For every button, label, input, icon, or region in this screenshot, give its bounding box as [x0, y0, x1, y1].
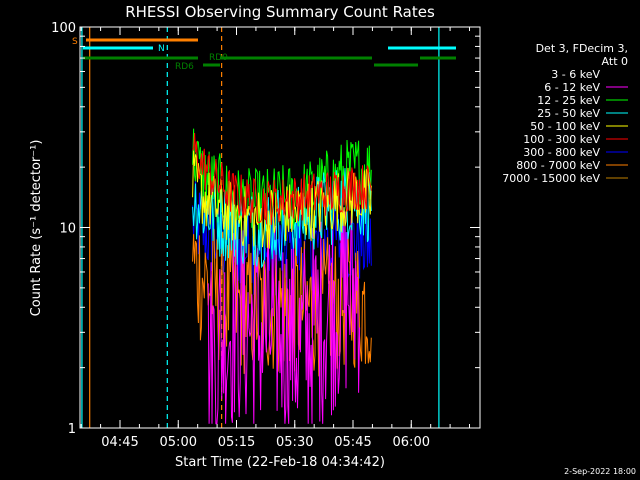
axes: 04:45 05:00 05:15 05:30 05:45 06:00 1 10 100 — [51, 21, 481, 450]
x-tick-label: 05:00 — [160, 435, 197, 450]
legend-entry-label: 100 - 300 keV — [523, 133, 600, 146]
y-tick-label: 1 — [68, 422, 76, 437]
y-axis-label: Count Rate (s⁻¹ detector⁻¹) — [29, 140, 44, 317]
series-layer — [192, 128, 372, 425]
legend-entry-label: 12 - 25 keV — [537, 94, 600, 107]
legend-entry-label: 3 - 6 keV — [551, 68, 600, 81]
legend-entry-label: 25 - 50 keV — [537, 107, 600, 120]
x-tick-label: 05:30 — [276, 435, 313, 450]
legend-entry-label: 800 - 7000 keV — [516, 159, 600, 172]
state-label-n: N — [158, 44, 165, 54]
series-line-1 — [207, 191, 361, 425]
legend-entry-label: 50 - 100 keV — [530, 120, 600, 133]
legend-header-line1: Det 3, FDecim 3, — [536, 42, 628, 55]
x-tick-label: 05:15 — [218, 435, 255, 450]
legend-header-line2: Att 0 — [602, 55, 628, 68]
series-line-5 — [192, 132, 372, 226]
x-tick-label: 04:45 — [101, 435, 138, 450]
state-label-s: S — [72, 37, 78, 47]
x-tick-label: 05:45 — [334, 435, 371, 450]
x-tick-label: 06:00 — [393, 435, 430, 450]
chart-title: RHESSI Observing Summary Count Rates — [125, 3, 435, 21]
state-markers: S N RD6 RD0 — [72, 27, 456, 428]
legend-entry-label: 7000 - 15000 keV — [502, 172, 600, 185]
y-tick-label: 10 — [59, 222, 76, 237]
state-label-rd0: RD0 — [209, 53, 228, 63]
legend-entry-label: 300 - 800 keV — [523, 146, 600, 159]
x-axis-label: Start Time (22-Feb-18 04:34:42) — [175, 455, 385, 470]
state-label-rd6: RD6 — [175, 62, 194, 72]
y-tick-label: 100 — [51, 21, 76, 36]
series-line-3 — [192, 168, 372, 269]
legend-entry-label: 6 - 12 keV — [544, 81, 600, 94]
footer-timestamp: 2-Sep-2022 18:00 — [564, 467, 636, 476]
